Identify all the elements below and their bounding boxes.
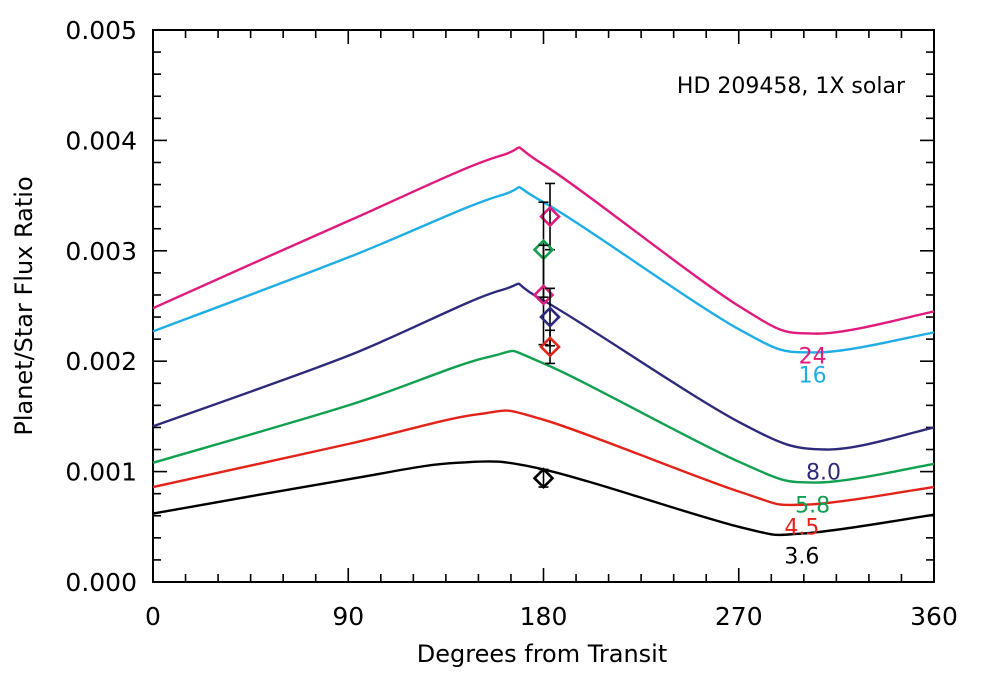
observation-point — [539, 336, 561, 358]
series-label: 24 — [799, 345, 827, 370]
y-tick-label: 0.004 — [65, 126, 137, 155]
x-axis-title: Degrees from Transit — [417, 640, 667, 668]
y-tick-label: 0.005 — [65, 16, 137, 45]
x-tick-label: 360 — [910, 602, 958, 631]
y-axis-title: Planet/Star Flux Ratio — [10, 176, 38, 435]
x-tick-label: 90 — [332, 602, 364, 631]
y-tick-label: 0.002 — [65, 347, 137, 376]
x-tick-label: 0 — [145, 602, 161, 631]
series-line — [152, 409, 935, 507]
observation-point — [532, 467, 555, 490]
series-label: 5.8 — [795, 494, 830, 519]
annotation-label: HD 209458, 1X solar — [677, 74, 906, 99]
x-tick-label: 180 — [520, 602, 568, 631]
series-label: 16 — [799, 363, 827, 388]
y-tick-label: 0.000 — [65, 568, 137, 597]
series-label: 3.6 — [784, 544, 819, 569]
y-tick-label: 0.001 — [65, 458, 137, 487]
series-line — [152, 349, 935, 484]
series-line — [152, 146, 935, 335]
axis-ticks — [152, 29, 935, 583]
observation-point — [539, 306, 561, 328]
observations — [532, 182, 561, 490]
y-tick-label: 0.003 — [65, 237, 137, 266]
x-tick-label: 270 — [715, 602, 763, 631]
series-label: 8.0 — [806, 461, 841, 486]
series-label: 4.5 — [784, 516, 819, 541]
tick-labels: 0 90 180 270 360 0.000 0.001 0.002 0.003 0.004 0.0… — [65, 16, 957, 631]
